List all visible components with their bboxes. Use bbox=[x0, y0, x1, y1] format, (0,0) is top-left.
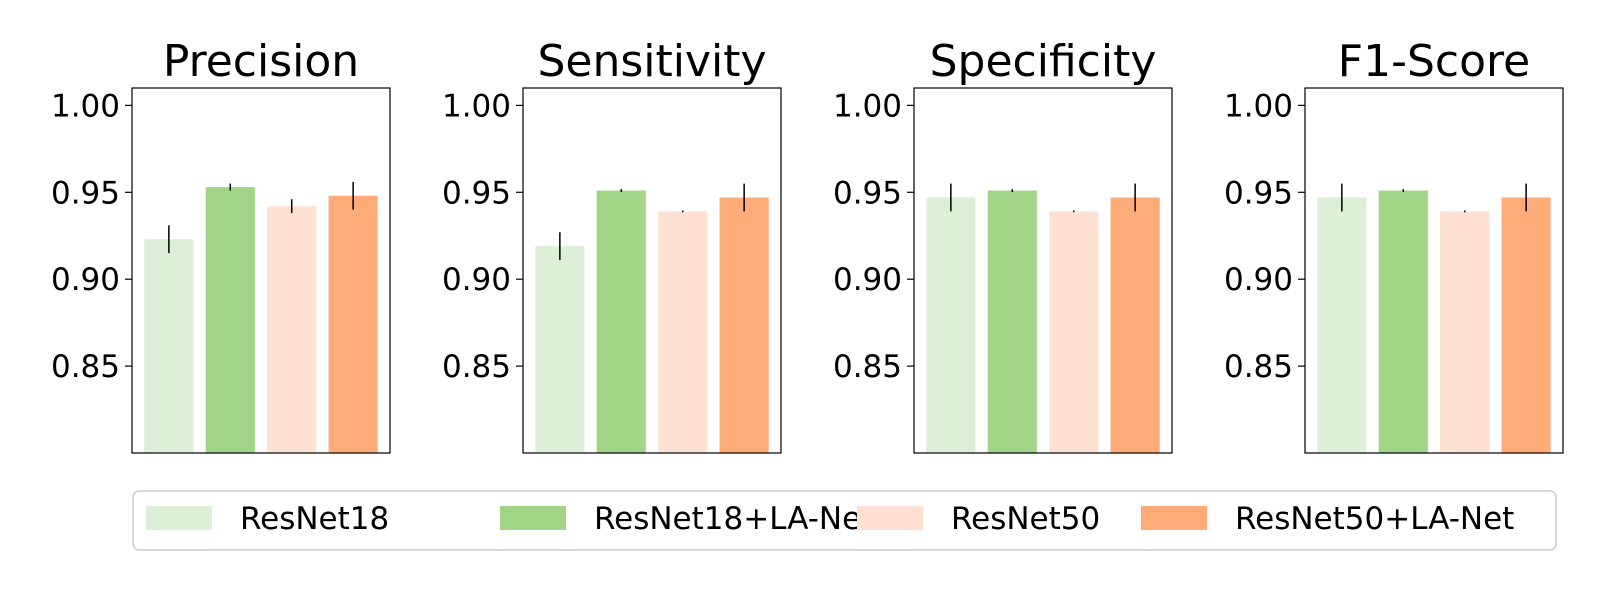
chart-panel: Sensitivity 1.00 0.95 0.90 0.85 bbox=[442, 36, 782, 454]
chart-panel: Specificity 1.00 0.95 0.90 0.85 bbox=[833, 36, 1173, 454]
legend: ResNet18 ResNet18+LA-Net ResNet50 ResNet50+… bbox=[132, 490, 1557, 551]
bar bbox=[658, 211, 708, 453]
panel-title: F1-Score bbox=[1338, 36, 1530, 87]
y-tick-label: 0.85 bbox=[51, 349, 120, 385]
axes-frame bbox=[913, 87, 1173, 454]
legend-label: ResNet18+LA-Net bbox=[594, 501, 873, 537]
chart-panel: Precision 1.00 0.95 0.90 0.85 bbox=[51, 36, 391, 454]
y-tick-label: 1.00 bbox=[51, 88, 120, 124]
y-tick-label: 0.90 bbox=[51, 262, 120, 298]
bar bbox=[267, 206, 317, 453]
bar bbox=[1110, 197, 1160, 453]
legend-label: ResNet50 bbox=[951, 501, 1100, 537]
panel-title: Sensitivity bbox=[537, 36, 766, 87]
y-tick-label: 0.85 bbox=[1224, 349, 1293, 385]
y-tick-label: 0.95 bbox=[442, 175, 511, 211]
legend-item: ResNet50+LA-Net bbox=[1141, 501, 1514, 537]
y-tick-label: 0.85 bbox=[442, 349, 511, 385]
bar bbox=[328, 195, 378, 453]
y-tick-label: 0.90 bbox=[1224, 262, 1293, 298]
axes-frame bbox=[1304, 87, 1564, 454]
y-tick-label: 0.90 bbox=[833, 262, 902, 298]
bar bbox=[144, 239, 194, 453]
legend-item: ResNet18+LA-Net bbox=[500, 501, 873, 537]
y-tick-label: 0.90 bbox=[442, 262, 511, 298]
bar bbox=[926, 197, 976, 453]
legend-label: ResNet18 bbox=[240, 501, 389, 537]
legend-swatch bbox=[857, 506, 923, 530]
chart-panels: Precision 1.00 0.95 0.90 0.85 Sensitivity 1.00… bbox=[51, 36, 1564, 454]
legend-frame bbox=[132, 490, 1557, 551]
bar bbox=[1440, 211, 1490, 453]
y-tick-label: 0.95 bbox=[51, 175, 120, 211]
bar bbox=[1378, 190, 1428, 454]
y-tick-label: 1.00 bbox=[833, 88, 902, 124]
legend-swatch bbox=[500, 506, 566, 530]
panel-title: Specificity bbox=[930, 36, 1157, 87]
bar bbox=[987, 190, 1037, 454]
y-tick-label: 0.85 bbox=[833, 349, 902, 385]
axes-frame bbox=[131, 87, 391, 454]
legend-swatch bbox=[1141, 506, 1207, 530]
bar bbox=[1049, 211, 1099, 453]
y-tick-label: 1.00 bbox=[442, 88, 511, 124]
bar bbox=[596, 190, 646, 454]
axes-frame bbox=[522, 87, 782, 454]
legend-item: ResNet50 bbox=[857, 501, 1100, 537]
bar bbox=[535, 246, 585, 453]
legend-label: ResNet50+LA-Net bbox=[1235, 501, 1514, 537]
y-tick-label: 0.95 bbox=[1224, 175, 1293, 211]
legend-items: ResNet18 ResNet18+LA-Net ResNet50 ResNet50+… bbox=[146, 501, 1514, 537]
y-tick-label: 0.95 bbox=[833, 175, 902, 211]
legend-swatch bbox=[146, 506, 212, 530]
y-tick-label: 1.00 bbox=[1224, 88, 1293, 124]
bar bbox=[719, 197, 769, 453]
panel-title: Precision bbox=[163, 36, 359, 87]
bar bbox=[205, 187, 255, 454]
legend-item: ResNet18 bbox=[146, 501, 389, 537]
bar bbox=[1317, 197, 1367, 453]
chart-panel: F1-Score 1.00 0.95 0.90 0.85 bbox=[1224, 36, 1564, 454]
bar bbox=[1501, 197, 1551, 453]
